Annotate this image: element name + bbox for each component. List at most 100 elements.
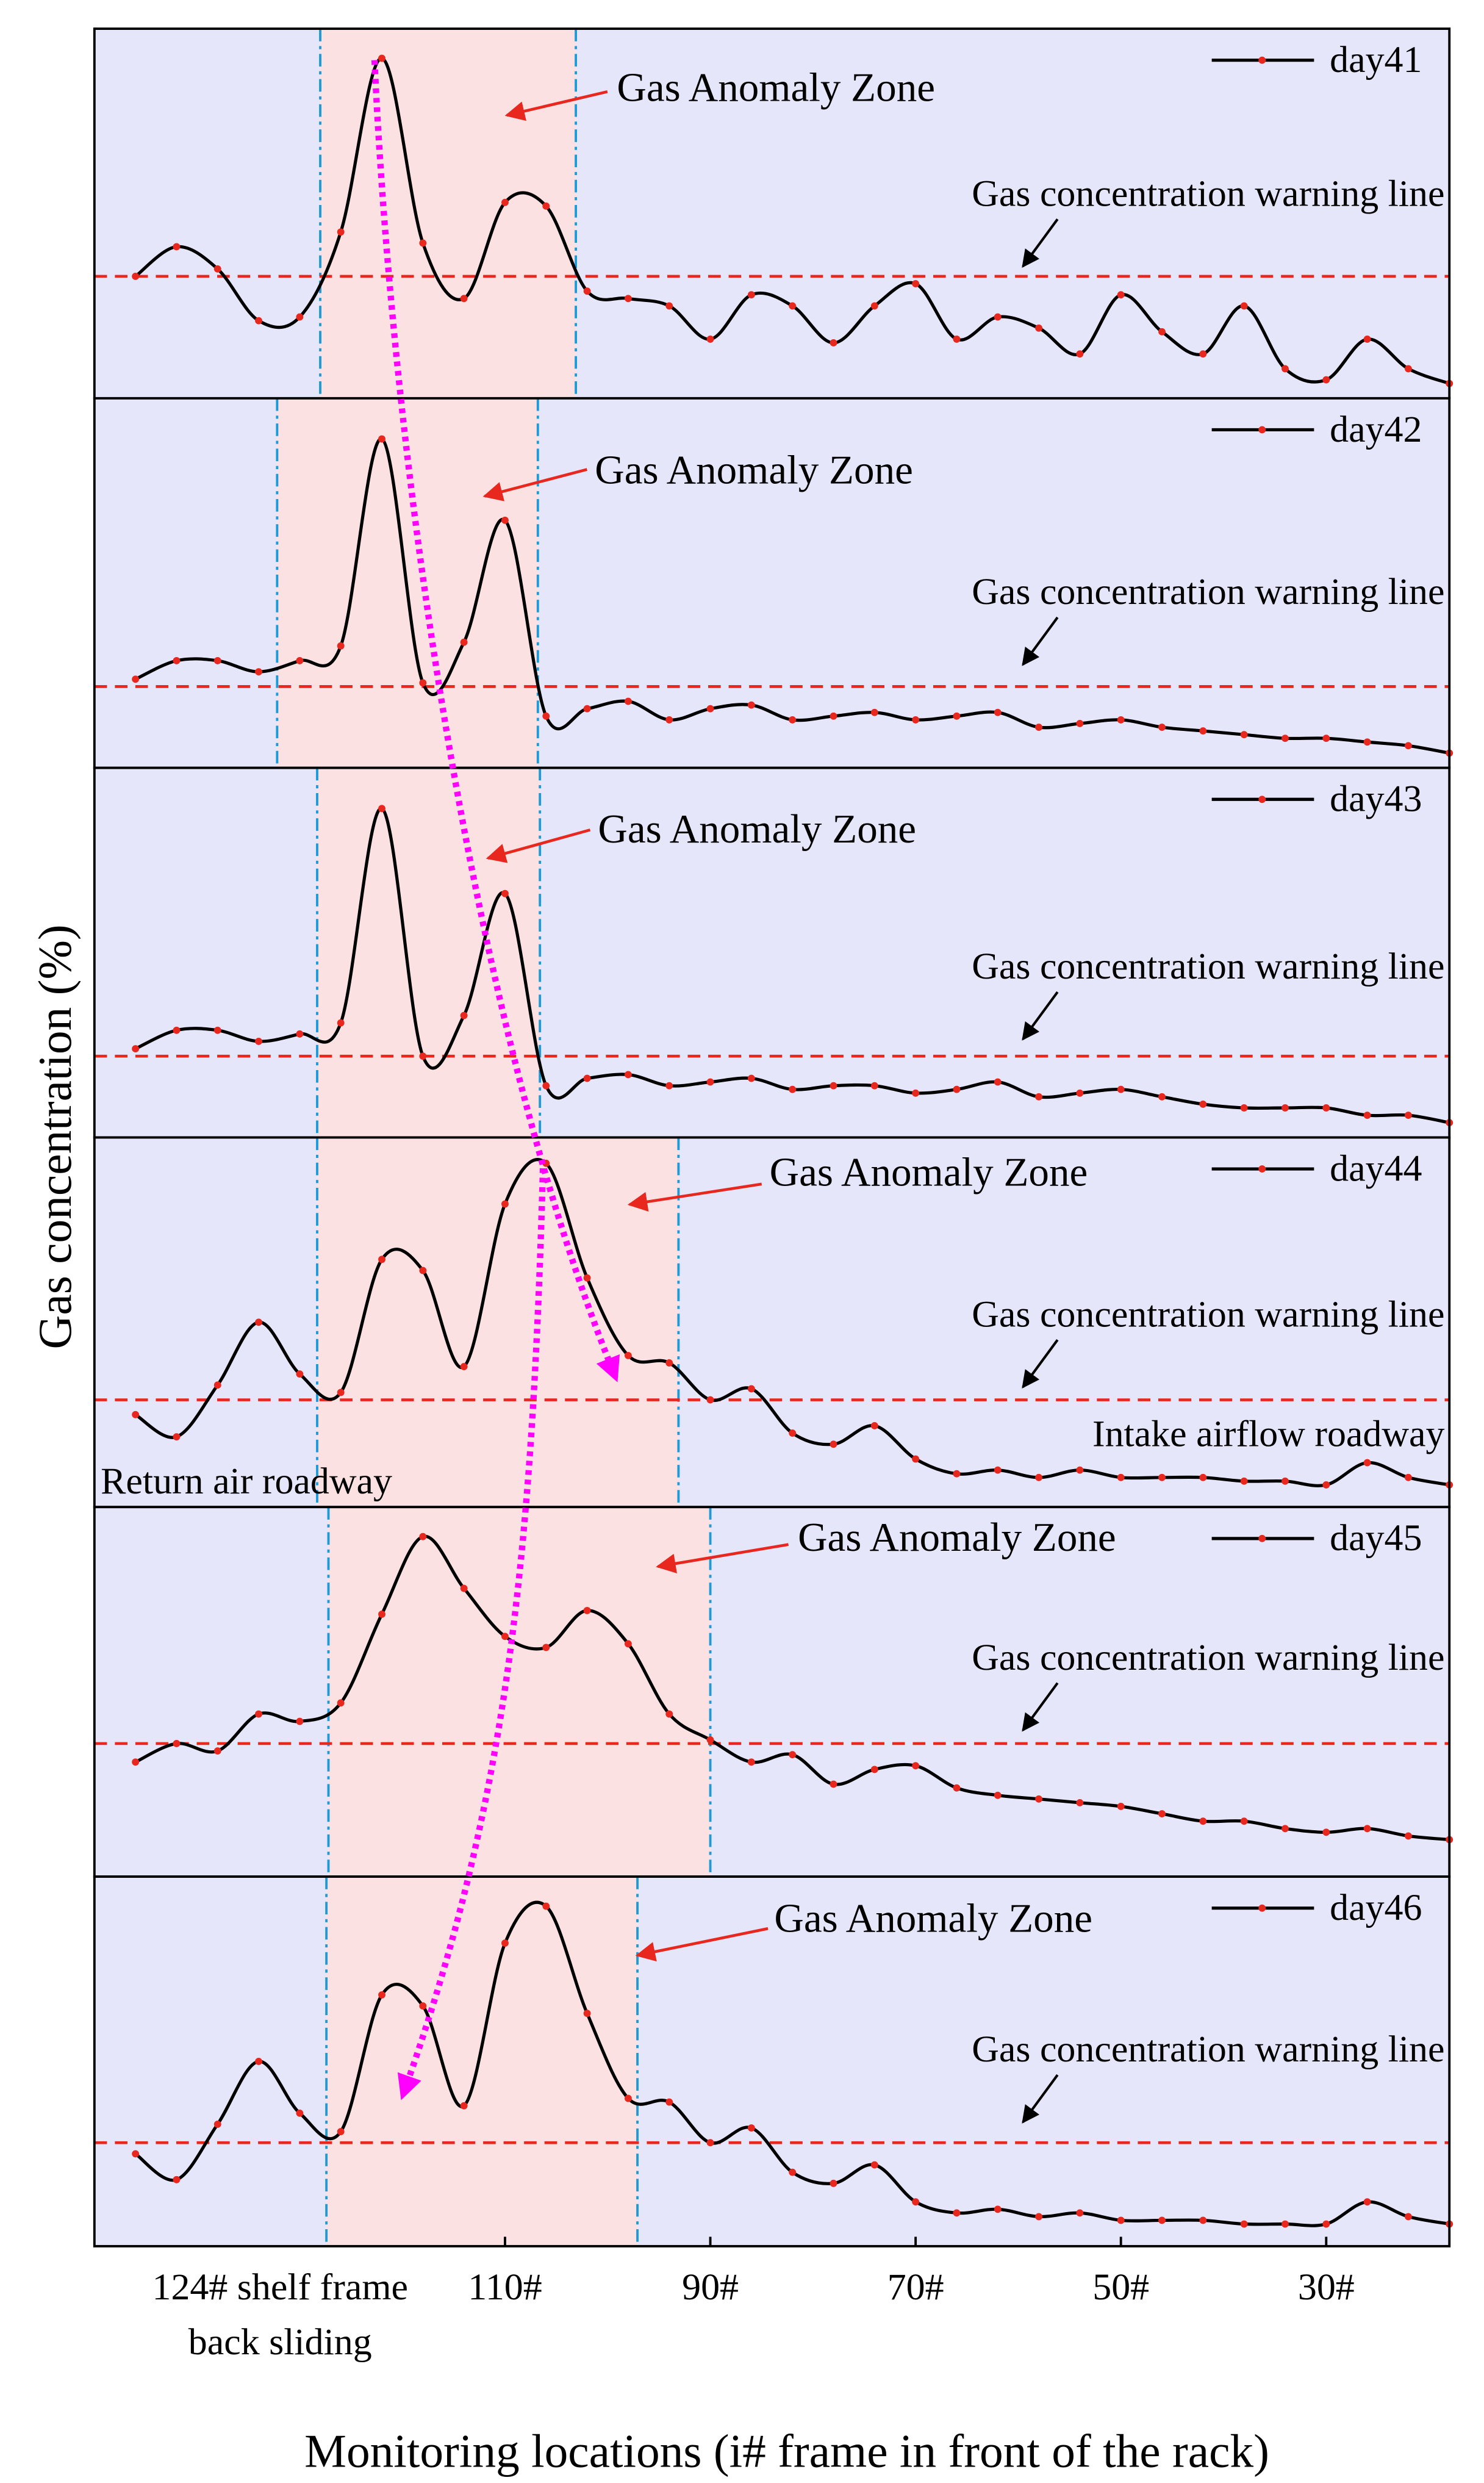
data-point xyxy=(1076,1466,1084,1474)
data-point xyxy=(870,1422,878,1429)
data-point xyxy=(953,1085,961,1093)
data-point xyxy=(994,2205,1002,2213)
anomaly-zone xyxy=(328,1507,711,1877)
data-point xyxy=(706,1078,714,1086)
data-point xyxy=(583,1074,591,1082)
legend-label: day42 xyxy=(1330,409,1422,450)
trend-arrow xyxy=(397,1168,547,2100)
data-point xyxy=(789,2168,797,2176)
data-point xyxy=(296,657,304,664)
data-point xyxy=(1363,1459,1371,1467)
data-point xyxy=(747,1074,755,1082)
data-point xyxy=(337,2128,345,2135)
data-point xyxy=(1363,1825,1371,1833)
data-point xyxy=(1035,1093,1043,1101)
data-point xyxy=(213,1381,221,1389)
zone-label: Gas Anomaly Zone xyxy=(774,1895,1092,1941)
data-point xyxy=(132,2150,140,2158)
warning-label: Gas concentration warning line xyxy=(972,2028,1444,2070)
data-point xyxy=(1363,738,1371,746)
data-point xyxy=(747,701,755,709)
legend-marker xyxy=(1258,796,1266,803)
y-axis-label: Gas concentration (%) xyxy=(29,924,81,1349)
data-point xyxy=(1281,735,1289,742)
data-point xyxy=(132,675,140,683)
data-point xyxy=(706,1396,714,1404)
data-point xyxy=(173,243,181,251)
data-point xyxy=(912,716,920,724)
data-point xyxy=(953,2209,961,2217)
warning-label: Gas concentration warning line xyxy=(972,173,1444,214)
data-point xyxy=(132,1045,140,1053)
warning-label: Gas concentration warning line xyxy=(972,946,1444,987)
data-point xyxy=(789,1429,797,1437)
data-point xyxy=(542,1644,550,1651)
data-point xyxy=(912,1089,920,1097)
data-point xyxy=(419,1052,427,1060)
data-point xyxy=(624,697,632,705)
data-point xyxy=(1322,735,1330,742)
data-point xyxy=(1281,1104,1289,1112)
data-point xyxy=(542,712,550,720)
data-point xyxy=(706,705,714,713)
data-point xyxy=(624,1640,632,1648)
data-point xyxy=(1322,376,1330,384)
data-point xyxy=(747,291,755,299)
data-point xyxy=(830,1440,837,1448)
data-point xyxy=(378,1611,385,1618)
x-tick-label: 70# xyxy=(887,2266,944,2308)
data-point xyxy=(665,1082,673,1090)
data-point xyxy=(1076,1089,1084,1097)
data-point xyxy=(213,657,221,664)
zone-arrow xyxy=(627,1182,762,1212)
zone-label: Gas Anomaly Zone xyxy=(598,806,916,852)
data-point xyxy=(789,1085,797,1093)
data-point xyxy=(378,435,385,443)
data-point xyxy=(419,1267,427,1274)
data-point xyxy=(255,1038,263,1045)
data-point xyxy=(870,302,878,310)
data-point xyxy=(460,1363,468,1370)
legend-marker xyxy=(1258,1904,1266,1912)
data-point xyxy=(1322,1481,1330,1489)
data-point xyxy=(870,2161,878,2169)
data-point xyxy=(419,239,427,247)
data-point xyxy=(624,1071,632,1079)
data-point xyxy=(789,1751,797,1759)
data-point xyxy=(173,1026,181,1034)
data-point xyxy=(789,716,797,724)
warning-label: Gas concentration warning line xyxy=(972,1637,1444,1678)
panel-background xyxy=(94,1507,1450,1877)
data-point xyxy=(378,1256,385,1263)
data-point xyxy=(1199,1473,1207,1481)
data-point xyxy=(870,708,878,716)
data-point xyxy=(665,716,673,724)
data-point xyxy=(747,1385,755,1393)
data-point xyxy=(1117,1085,1125,1093)
data-point xyxy=(296,2109,304,2117)
data-point xyxy=(1076,1798,1084,1806)
legend-marker xyxy=(1258,56,1266,64)
data-point xyxy=(1158,1473,1166,1481)
data-point xyxy=(830,339,837,347)
data-point xyxy=(994,1078,1002,1086)
data-point xyxy=(1404,742,1412,750)
data-point xyxy=(912,1762,920,1770)
data-point xyxy=(501,1200,509,1208)
data-point xyxy=(1404,1473,1412,1481)
data-point xyxy=(1035,2213,1043,2221)
data-point xyxy=(213,1026,221,1034)
zone-arrow xyxy=(504,90,608,121)
data-point xyxy=(1199,727,1207,735)
data-point xyxy=(132,1758,140,1766)
data-point xyxy=(1240,2220,1248,2228)
data-point xyxy=(419,2002,427,2010)
data-point xyxy=(296,1030,304,1038)
legend-marker xyxy=(1258,1165,1266,1173)
data-point xyxy=(1076,720,1084,727)
data-point xyxy=(501,198,509,206)
data-point xyxy=(419,1533,427,1540)
zone-label: Gas Anomaly Zone xyxy=(617,65,935,110)
data-point xyxy=(830,2179,837,2187)
